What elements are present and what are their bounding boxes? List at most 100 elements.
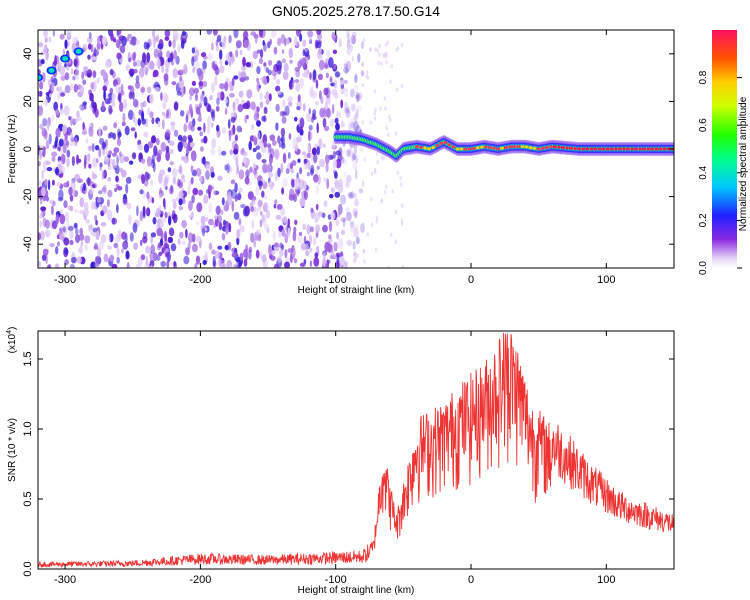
signal-peak [471, 147, 476, 150]
noise-blob [328, 234, 332, 240]
noise-blob [157, 120, 161, 128]
noise-blob [339, 79, 345, 85]
noise-blob [370, 171, 374, 176]
noise-blob [89, 92, 94, 102]
noise-blob [326, 50, 330, 57]
noise-blob [346, 106, 351, 114]
noise-blob [353, 250, 357, 257]
noise-blob [180, 138, 184, 149]
noise-blob [64, 72, 70, 81]
noise-blob [327, 243, 332, 253]
noise-blob [44, 98, 48, 107]
noise-blob [150, 265, 153, 268]
noise-blob [343, 171, 347, 179]
noise-blob [315, 246, 319, 253]
noise-blob [349, 191, 355, 199]
noise-blob [302, 223, 307, 231]
noise-blob [299, 262, 306, 267]
noise-blob [335, 111, 342, 119]
noise-blob [334, 71, 341, 78]
noise-blob [175, 55, 180, 65]
noise-blob [128, 160, 134, 165]
noise-blob [210, 171, 215, 178]
noise-blob [343, 262, 348, 268]
noise-blob [303, 69, 309, 79]
noise-blob [209, 108, 216, 115]
noise-blob [304, 243, 309, 251]
noise-blob [256, 66, 261, 75]
noise-blob [71, 155, 75, 167]
signal-peak [557, 145, 561, 149]
noise-blob [351, 116, 356, 126]
noise-blob [233, 263, 237, 268]
noise-blob [170, 121, 176, 127]
noise-blob [189, 141, 195, 148]
noise-blob [306, 172, 310, 177]
signal-peak [467, 147, 472, 151]
noise-blob [255, 249, 260, 259]
noise-blob [214, 215, 219, 220]
noise-blob [190, 150, 197, 162]
spectrogram-y-tick-label: 0 [22, 146, 34, 152]
noise-blob [280, 163, 284, 174]
noise-blob [166, 109, 169, 119]
noise-blob [106, 245, 113, 250]
noise-blob [137, 139, 142, 146]
noise-blob [59, 208, 63, 215]
noise-blob [55, 246, 59, 255]
noise-blob [146, 156, 152, 167]
noise-blob [260, 211, 263, 216]
noise-blob [255, 229, 261, 236]
noise-blob [355, 92, 360, 103]
signal-peak [618, 147, 622, 151]
noise-blob [189, 95, 193, 101]
noise-blob [380, 61, 383, 66]
noise-blob [309, 260, 313, 268]
noise-blob [235, 157, 239, 167]
noise-blob [258, 84, 262, 89]
noise-blob [62, 124, 68, 134]
noise-blob [58, 61, 62, 69]
noise-blob [287, 248, 294, 253]
signal-peak [536, 147, 541, 151]
noise-blob [325, 72, 329, 79]
noise-blob [119, 167, 124, 173]
noise-blob [203, 135, 208, 144]
noise-blob [139, 67, 145, 78]
noise-blob [153, 145, 158, 157]
noise-blob [164, 230, 167, 242]
noise-blob [157, 149, 162, 156]
noise-blob [250, 31, 257, 36]
noise-blob [125, 250, 130, 260]
noise-blob [64, 248, 69, 256]
noise-blob [345, 30, 350, 39]
noise-blob [211, 138, 216, 149]
noise-blob [289, 59, 293, 64]
noise-blob [38, 69, 41, 74]
noise-blob [205, 163, 211, 171]
noise-blob [350, 121, 355, 129]
noise-blob [306, 152, 312, 159]
noise-blob [257, 199, 263, 208]
noise-blob [202, 260, 207, 265]
noise-blob [45, 139, 50, 149]
noise-blob [81, 71, 85, 80]
noise-blob [50, 76, 54, 83]
noise-blob [281, 142, 286, 149]
noise-blob [315, 41, 322, 49]
noise-blob [274, 199, 278, 206]
noise-blob [168, 40, 172, 47]
noise-blob [345, 88, 348, 93]
noise-blob [112, 38, 117, 43]
noise-blob [132, 61, 138, 67]
noise-blob [38, 42, 44, 48]
noise-blob [146, 173, 151, 180]
noise-blob [224, 98, 228, 104]
noise-blob [321, 212, 326, 219]
noise-blob [106, 209, 113, 221]
noise-blob [329, 194, 334, 199]
noise-blob [69, 194, 74, 202]
noise-blob [198, 70, 204, 81]
noise-blob [162, 102, 167, 110]
noise-blob [179, 75, 183, 82]
